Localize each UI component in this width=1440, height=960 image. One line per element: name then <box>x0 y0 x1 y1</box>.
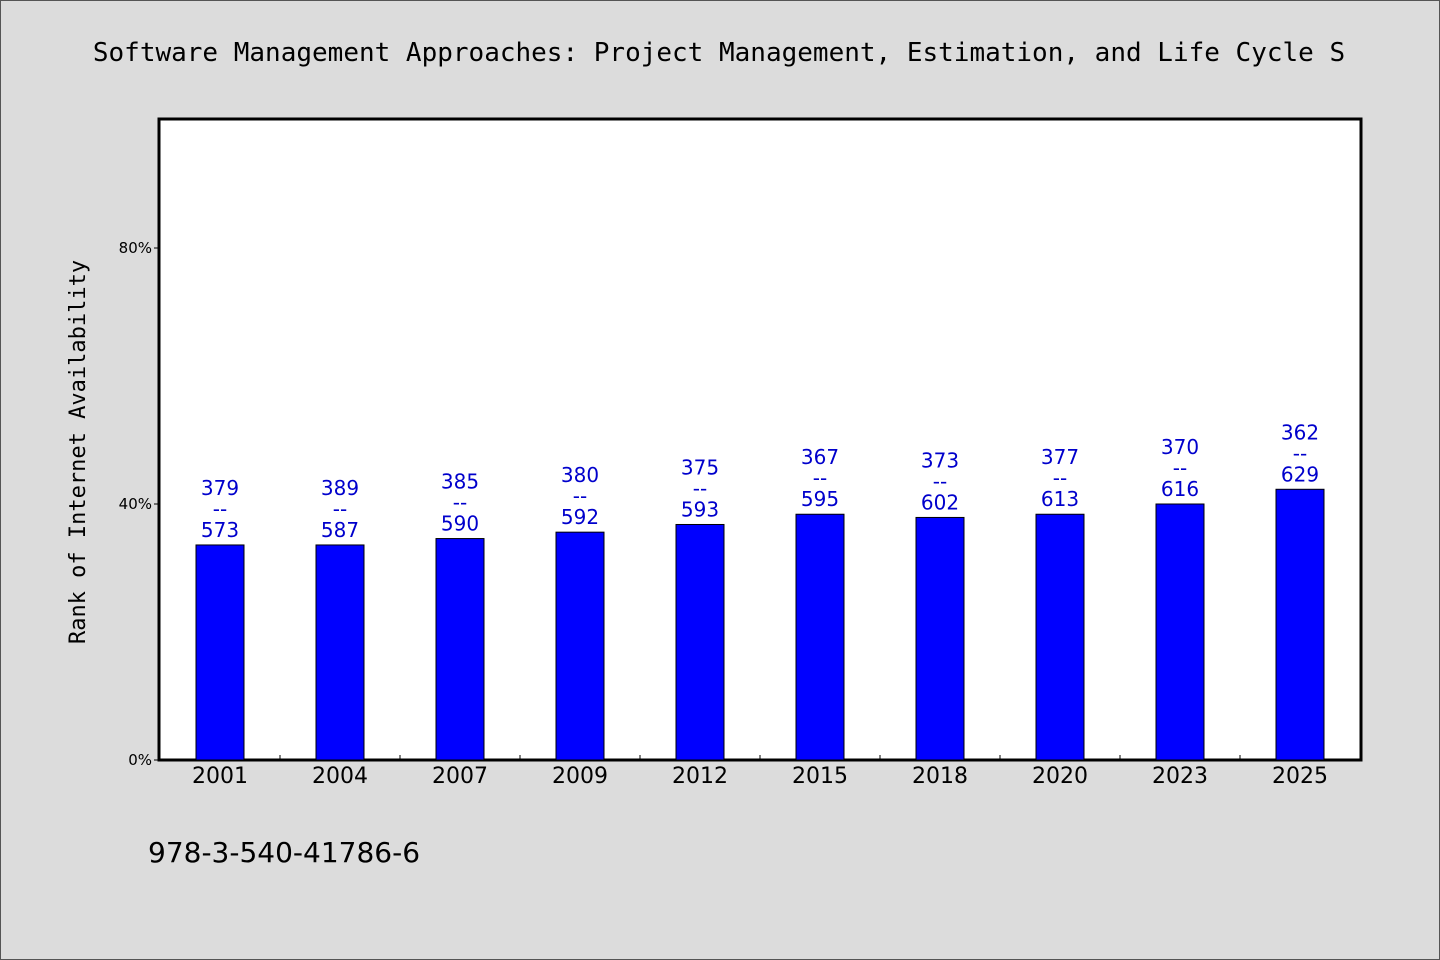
data-label: -- <box>1053 466 1067 490</box>
data-label: 379 <box>201 476 239 500</box>
data-label: 590 <box>441 512 479 536</box>
data-label: -- <box>333 497 347 521</box>
data-label: 602 <box>921 490 959 514</box>
x-tick-label: 2023 <box>1152 764 1208 789</box>
data-label: 367 <box>801 445 839 469</box>
data-label: 377 <box>1041 445 1079 469</box>
x-axis: 2001 2004 2007 2009 2012 2015 2018 2020 2023 2025 <box>192 755 1328 789</box>
bar-2025 <box>1275 488 1325 761</box>
x-tick-label: 2001 <box>192 764 248 789</box>
data-label: 616 <box>1161 477 1199 501</box>
x-tick-label: 2007 <box>432 764 488 789</box>
data-label: -- <box>933 469 947 493</box>
data-label: 373 <box>921 448 959 472</box>
x-tick-label: 2012 <box>672 764 728 789</box>
bar-2023 <box>1155 503 1205 761</box>
data-label: -- <box>573 484 587 508</box>
data-label: 380 <box>561 463 599 487</box>
data-label: 592 <box>561 505 599 529</box>
bar-2007 <box>435 538 485 761</box>
bar-2009 <box>555 531 605 761</box>
data-label: 629 <box>1281 462 1319 486</box>
data-label: 385 <box>441 470 479 494</box>
data-label: -- <box>1293 441 1307 465</box>
x-tick-label: 2015 <box>792 764 848 789</box>
bar-2004 <box>315 544 365 761</box>
data-label: 389 <box>321 476 359 500</box>
data-label: 362 <box>1281 420 1319 444</box>
data-label: -- <box>693 476 707 500</box>
x-tick-label: 2018 <box>912 764 968 789</box>
data-label: -- <box>213 497 227 521</box>
chart-title: Software Management Approaches: Project … <box>93 38 1345 68</box>
y-axis: 0% 40% 80% <box>119 239 160 769</box>
bar-2001 <box>195 544 245 761</box>
y-axis-title: Rank of Internet Availability <box>66 260 91 644</box>
data-label: 595 <box>801 487 839 511</box>
x-tick-label: 2004 <box>312 764 368 789</box>
x-tick-label: 2009 <box>552 764 608 789</box>
y-tick-label: 40% <box>119 495 152 513</box>
data-labels-group: 379--573389--587385--590380--592375--593… <box>201 420 1319 542</box>
isbn-text: 978-3-540-41786-6 <box>148 836 420 869</box>
x-tick-label: 2025 <box>1272 764 1328 789</box>
data-label: -- <box>453 491 467 515</box>
data-label: 573 <box>201 518 239 542</box>
bar-2018 <box>915 516 965 761</box>
x-tick-label: 2020 <box>1032 764 1088 789</box>
data-label: 370 <box>1161 435 1199 459</box>
bar-2015 <box>795 513 845 761</box>
data-label: 593 <box>681 497 719 521</box>
bar-2012 <box>675 523 725 761</box>
bars-group <box>195 488 1325 761</box>
y-tick-label: 80% <box>119 239 152 257</box>
y-tick-label: 0% <box>128 751 152 769</box>
data-label: -- <box>1173 456 1187 480</box>
data-label: 613 <box>1041 487 1079 511</box>
bar-2020 <box>1035 513 1085 761</box>
data-label: 587 <box>321 518 359 542</box>
data-label: 375 <box>681 455 719 479</box>
data-label: -- <box>813 466 827 490</box>
